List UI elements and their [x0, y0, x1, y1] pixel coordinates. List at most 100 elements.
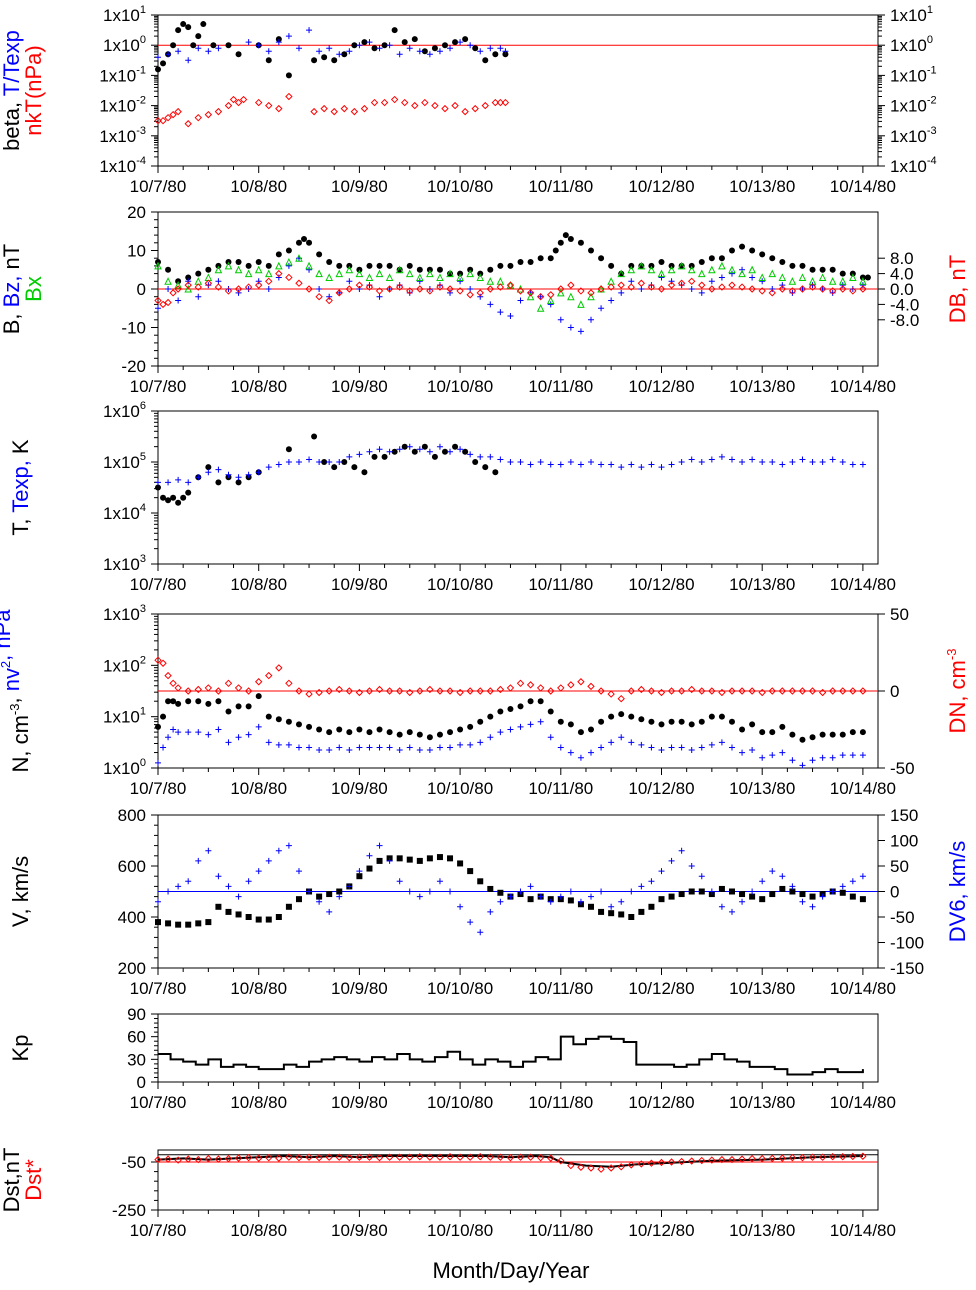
data-point	[637, 1160, 646, 1168]
x-tick-label: 10/10/80	[427, 177, 493, 196]
data-point	[547, 461, 554, 468]
data-point	[638, 741, 645, 748]
data-point	[577, 729, 584, 736]
data-point	[527, 721, 534, 728]
y-tick-label: 0	[137, 280, 146, 299]
x-tick-label: 10/11/80	[528, 1093, 593, 1112]
data-point	[165, 734, 172, 741]
data-point	[436, 273, 444, 281]
data-point	[688, 721, 695, 728]
data-point	[627, 283, 635, 291]
data-point	[336, 744, 343, 751]
data-point	[175, 48, 182, 55]
data-point	[306, 27, 313, 34]
data-point	[214, 265, 223, 274]
data-point	[154, 296, 162, 305]
right-tick-label: 1x10-3	[890, 125, 937, 146]
x-tick-label: 10/13/80	[729, 1093, 795, 1112]
data-point	[526, 681, 535, 689]
data-point	[758, 1154, 766, 1163]
data-point	[799, 762, 806, 769]
data-point	[360, 104, 369, 113]
data-point	[356, 726, 363, 733]
data-point	[567, 897, 574, 904]
data-point	[306, 266, 313, 273]
data-point	[456, 287, 464, 295]
data-point	[396, 282, 403, 289]
data-point	[547, 1154, 555, 1162]
data-point	[849, 286, 856, 292]
data-point	[738, 269, 746, 278]
data-point	[698, 259, 705, 266]
y-axis-label: Bx	[21, 276, 46, 302]
data-point	[467, 868, 474, 875]
data-point	[155, 66, 161, 73]
data-point	[687, 265, 696, 274]
data-point	[395, 283, 404, 291]
data-point	[214, 107, 223, 116]
panel-kp: 90 60 30 010/7/80 10/8/80 10/9/80 10/10/80 10/1…	[8, 1005, 896, 1112]
data-point	[839, 883, 846, 890]
data-point	[356, 868, 363, 875]
right-tick-label: 1x10-1	[890, 64, 937, 85]
y-tick-label: 1x101	[103, 4, 146, 25]
data-point	[180, 21, 187, 28]
data-point	[175, 700, 182, 707]
data-point	[496, 283, 505, 291]
data-point	[839, 889, 846, 896]
data-point	[205, 919, 212, 926]
data-point	[345, 265, 354, 274]
data-point	[391, 27, 398, 34]
right-tick-label: 8.0	[890, 249, 914, 268]
data-point	[577, 239, 584, 246]
data-point	[395, 1153, 404, 1161]
data-point	[215, 726, 222, 733]
data-point	[245, 878, 252, 885]
data-point	[426, 286, 433, 292]
data-point	[667, 687, 676, 695]
data-point	[457, 726, 464, 733]
data-point	[567, 459, 574, 465]
data-point	[608, 903, 615, 910]
series-texp	[155, 443, 866, 486]
data-point	[859, 285, 867, 293]
data-point	[546, 296, 555, 305]
data-point	[175, 499, 182, 506]
data-point	[170, 726, 177, 733]
data-point	[245, 731, 252, 738]
data-point	[698, 744, 705, 751]
x-tick-label: 10/11/80	[528, 575, 593, 594]
data-point	[749, 747, 756, 754]
data-point	[426, 287, 434, 295]
data-point	[648, 744, 655, 751]
data-point	[718, 453, 725, 460]
data-point	[864, 274, 871, 281]
data-point	[447, 289, 454, 296]
data-point	[185, 729, 192, 736]
data-point	[496, 685, 505, 694]
data-point	[658, 747, 665, 754]
data-point	[325, 1153, 333, 1161]
x-tick-label: 10/12/80	[628, 1093, 694, 1112]
data-point	[476, 289, 484, 297]
data-point	[416, 273, 424, 281]
data-point	[376, 293, 383, 300]
data-point	[819, 286, 826, 292]
data-point	[557, 718, 564, 725]
right-tick-label: 1x10-4	[890, 155, 937, 176]
data-point	[305, 690, 313, 698]
data-point	[235, 474, 242, 481]
data-point	[668, 744, 675, 751]
data-point	[638, 464, 645, 471]
data-point	[501, 98, 510, 107]
data-point	[396, 731, 403, 738]
data-point	[456, 1153, 464, 1161]
data-point	[648, 282, 655, 289]
data-point	[185, 278, 192, 285]
data-point	[244, 269, 253, 278]
x-tick-label: 10/12/80	[628, 779, 694, 798]
data-point	[174, 684, 182, 692]
data-point	[235, 259, 242, 266]
data-point	[265, 857, 272, 864]
data-point	[718, 261, 726, 270]
